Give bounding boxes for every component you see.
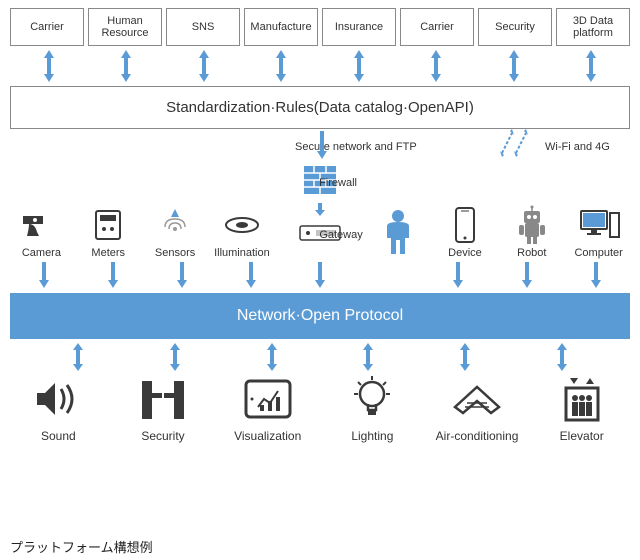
device-illumination: Illumination xyxy=(210,207,273,259)
bottom-label: Security xyxy=(141,429,184,443)
down-arrow-icon xyxy=(245,262,257,290)
down-arrow-icon xyxy=(590,262,602,290)
meter-icon xyxy=(88,207,128,243)
bottom-row: Sound Security Visualization Lighting Ai… xyxy=(0,375,640,443)
lightbulb-icon xyxy=(345,375,399,423)
double-arrow-icon xyxy=(429,48,443,84)
security-gate-icon xyxy=(136,375,190,423)
down-arrow-icon xyxy=(38,262,50,290)
bottom-label: Elevator xyxy=(560,429,604,443)
double-arrow-icon xyxy=(507,48,521,84)
device-person xyxy=(367,207,430,259)
double-arrow-icon xyxy=(168,341,182,373)
bottom-visualization: Visualization xyxy=(219,375,316,443)
illumination-icon xyxy=(222,207,262,243)
down-arrow-icon xyxy=(521,262,533,290)
down-arrow-icon xyxy=(107,262,119,290)
smartphone-icon xyxy=(445,207,485,243)
double-arrow-icon xyxy=(274,48,288,84)
device-label: Device xyxy=(448,247,482,259)
arrows-bottom xyxy=(0,339,640,375)
double-arrow-icon xyxy=(119,48,133,84)
down-arrow-icon xyxy=(176,262,188,290)
elevator-icon xyxy=(555,375,609,423)
network-protocol-band: Network·Open Protocol xyxy=(10,293,630,339)
caption: プラットフォーム構想例 xyxy=(10,537,153,556)
top-box-sns: SNS xyxy=(166,8,240,46)
device-camera: Camera xyxy=(10,207,73,259)
device-label: Computer xyxy=(574,247,622,259)
top-box-security: Security xyxy=(478,8,552,46)
device-label: Robot xyxy=(517,247,546,259)
bottom-label: Visualization xyxy=(234,429,301,443)
device-meters: Meters xyxy=(77,207,140,259)
top-category-row: Carrier Human Resource SNS Manufacture I… xyxy=(0,0,640,46)
double-arrow-icon xyxy=(361,341,375,373)
device-computer: Computer xyxy=(567,207,630,259)
down-arrow-icon xyxy=(315,131,329,161)
person-icon xyxy=(378,207,418,259)
bottom-label: Lighting xyxy=(351,429,393,443)
double-arrow-icon xyxy=(42,48,56,84)
double-arrow-icon xyxy=(352,48,366,84)
device-label: Camera xyxy=(22,247,61,259)
wifi-4g-label: Wi-Fi and 4G xyxy=(545,141,610,153)
tablet-chart-icon xyxy=(241,375,295,423)
device-label: Sensors xyxy=(155,247,195,259)
firewall-label: Firewall xyxy=(319,177,357,189)
devices-row: Camera Meters Sensors Illumination Firew… xyxy=(0,163,640,259)
bottom-aircon: Air-conditioning xyxy=(429,375,526,443)
down-arrow-icon xyxy=(452,262,464,290)
top-box-carrier: Carrier xyxy=(10,8,84,46)
double-arrow-icon xyxy=(584,48,598,84)
aircon-icon xyxy=(450,375,504,423)
wireless-zigzag-icon xyxy=(500,127,540,157)
bottom-elevator: Elevator xyxy=(533,375,630,443)
bottom-lighting: Lighting xyxy=(324,375,421,443)
device-label: Illumination xyxy=(214,247,270,259)
top-box-insurance: Insurance xyxy=(322,8,396,46)
secure-network-label: Secure network and FTP xyxy=(295,141,417,153)
down-arrow-icon xyxy=(314,262,326,290)
device-device: Device xyxy=(434,207,497,259)
down-arrow-icon xyxy=(314,203,326,217)
device-sensors: Sensors xyxy=(144,207,207,259)
robot-icon xyxy=(512,207,552,243)
bottom-label: Air-conditioning xyxy=(436,429,519,443)
standardization-box: Standardization·Rules(Data catalog·OpenA… xyxy=(10,86,630,129)
top-box-3d: 3D Data platform xyxy=(556,8,630,46)
bottom-sound: Sound xyxy=(10,375,107,443)
gateway-label: Gateway xyxy=(319,229,362,241)
top-box-carrier2: Carrier xyxy=(400,8,474,46)
double-arrow-icon xyxy=(458,341,472,373)
bottom-security: Security xyxy=(115,375,212,443)
double-arrow-icon xyxy=(197,48,211,84)
top-box-manufacture: Manufacture xyxy=(244,8,318,46)
sensor-icon xyxy=(155,207,195,243)
bottom-label: Sound xyxy=(41,429,76,443)
computer-icon xyxy=(579,207,619,243)
arrows-mid xyxy=(0,259,640,293)
double-arrow-icon xyxy=(265,341,279,373)
double-arrow-icon xyxy=(555,341,569,373)
device-label: Meters xyxy=(91,247,125,259)
arrows-top xyxy=(0,46,640,86)
device-robot: Robot xyxy=(500,207,563,259)
camera-icon xyxy=(21,207,61,243)
sound-icon xyxy=(31,375,85,423)
double-arrow-icon xyxy=(71,341,85,373)
device-firewall-gateway: Firewall Gateway xyxy=(277,163,362,259)
top-box-hr: Human Resource xyxy=(88,8,162,46)
